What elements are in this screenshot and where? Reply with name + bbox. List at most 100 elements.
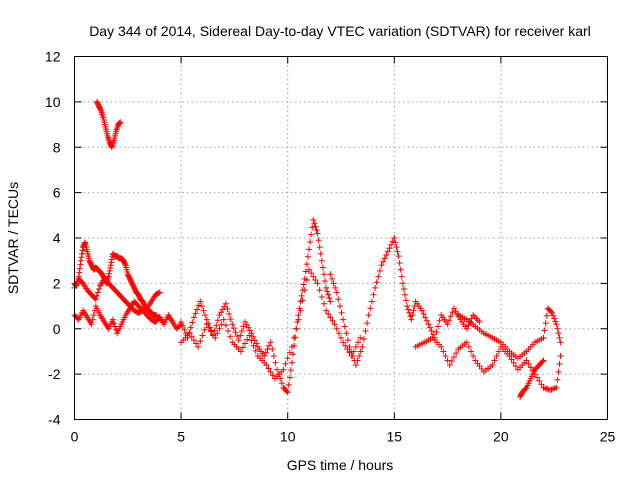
data-point: [331, 321, 338, 328]
data-point-interp: [442, 352, 449, 359]
data-point-interp: [543, 385, 550, 392]
data-point-interp: [539, 358, 546, 365]
data-point-interp: [205, 324, 212, 331]
data-point-interp: [310, 273, 317, 280]
data-point-interp: [232, 329, 239, 336]
series-segment-d-cross-track: [71, 275, 163, 316]
y-tick-label: 6: [53, 185, 61, 201]
data-point-interp: [355, 339, 362, 346]
data-point-interp: [244, 336, 251, 343]
data-point-interp: [322, 278, 329, 285]
data-point-interp: [211, 327, 218, 334]
data-point-interp: [341, 323, 348, 330]
data-point-interp: [336, 303, 343, 310]
data-point-interp: [246, 327, 253, 334]
x-tick-label: 5: [177, 429, 185, 445]
data-point-interp: [230, 325, 237, 332]
data-point-interp: [116, 119, 123, 126]
data-point-interp: [251, 337, 258, 344]
data-point-interp: [554, 325, 561, 332]
data-point: [284, 389, 291, 396]
data-point-interp: [373, 279, 380, 286]
x-tick-label: 10: [280, 429, 296, 445]
data-point-interp: [93, 292, 100, 299]
data-point-interp: [555, 368, 562, 375]
data-point-interp: [534, 374, 541, 381]
data-point-interp: [278, 380, 285, 387]
data-point: [357, 334, 364, 341]
data-point: [274, 366, 281, 373]
data-point-interp: [205, 320, 212, 327]
data-point: [549, 309, 556, 316]
data-point-interp: [216, 325, 223, 332]
data-point-interp: [285, 381, 292, 388]
data-point-interp: [327, 314, 334, 321]
data-point-interp: [362, 328, 369, 335]
data-point-interp: [198, 303, 205, 310]
data-point-interp: [335, 330, 342, 337]
y-tick-label: -2: [48, 366, 61, 382]
data-point-interp: [76, 265, 83, 272]
data-point-interp: [329, 317, 336, 324]
data-point-interp: [554, 376, 561, 383]
data-point-interp: [270, 352, 277, 359]
data-point: [280, 366, 287, 373]
data-point-interp: [330, 280, 337, 287]
data-point-interp: [466, 318, 473, 325]
data-point-interp: [252, 347, 259, 354]
data-point: [352, 362, 359, 369]
x-tick-label: 0: [71, 429, 79, 445]
data-point: [450, 305, 457, 312]
data-point-interp: [77, 261, 84, 268]
data-point-interp: [290, 351, 297, 358]
data-point: [359, 343, 366, 350]
data-point-interp: [303, 276, 310, 283]
y-tick-labels: -4 -2 0 2 4 6 8 10 12: [45, 49, 61, 428]
x-tick-label: 15: [387, 429, 403, 445]
data-point-interp: [108, 259, 115, 266]
data-point-interp: [383, 252, 390, 259]
gridlines: [74, 56, 608, 420]
data-point-interp: [556, 334, 563, 341]
data-point-interp: [349, 352, 356, 359]
data-point: [77, 257, 84, 264]
data-point-interp: [269, 346, 276, 353]
data-point: [288, 343, 295, 350]
data-point-interp: [213, 322, 220, 329]
data-point-interp: [78, 254, 85, 261]
data-point-interp: [234, 333, 241, 340]
data-point-interp: [338, 309, 345, 316]
data-point-interp: [525, 360, 532, 367]
data-point-interp: [527, 364, 534, 371]
data-point-interp: [186, 329, 193, 336]
series-segment-g-afternoon: [327, 235, 483, 369]
data-point-interp: [266, 342, 273, 349]
data-point-interp: [354, 357, 361, 364]
data-point-interp: [239, 344, 246, 351]
data-point: [489, 362, 496, 369]
data-point-interp: [189, 319, 196, 326]
data-point-interp: [550, 385, 557, 392]
data-point: [216, 312, 223, 319]
data-point-interp: [410, 307, 417, 314]
data-point-interp: [177, 322, 184, 329]
data-point-interp: [227, 316, 234, 323]
data-point: [446, 362, 453, 369]
data-point: [323, 284, 330, 291]
data-point-interp: [538, 381, 545, 388]
data-point: [263, 362, 270, 369]
data-point-interp: [448, 358, 455, 365]
data-point-interp: [312, 223, 319, 230]
y-tick-label: 10: [45, 94, 61, 110]
data-point-interp: [304, 253, 311, 260]
data-point-interp: [308, 231, 315, 238]
data-point-interp: [286, 349, 293, 356]
data-point: [391, 235, 398, 241]
data-point-interp: [262, 349, 269, 356]
data-point: [327, 271, 334, 278]
data-point: [438, 343, 445, 350]
data-point: [117, 119, 124, 126]
data-point: [197, 298, 204, 305]
data-point-interp: [90, 312, 97, 319]
data-point-interp: [122, 261, 129, 268]
